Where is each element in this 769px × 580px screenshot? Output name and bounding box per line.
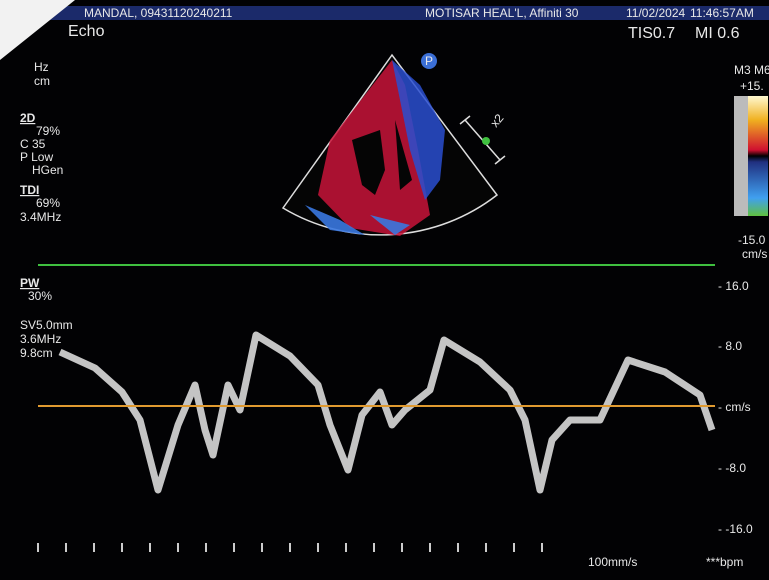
probe-icon: P: [425, 54, 433, 68]
page: MANDAL, 09431120240211 MOTISAR HEAL'L, A…: [0, 0, 769, 580]
left-param: cm: [34, 74, 50, 88]
left-param: Hz: [34, 60, 49, 74]
colorbar-bottom: -15.0: [738, 233, 766, 247]
heart-rate: ***bpm: [706, 555, 743, 569]
tdi-title: TDI: [20, 183, 39, 197]
twod-line: HGen: [32, 163, 63, 177]
mi: MI 0.6: [695, 25, 740, 42]
date: 11/02/2024: [626, 6, 685, 20]
gate-center: [482, 137, 490, 145]
mode: Echo: [68, 23, 105, 40]
pw-title: PW: [20, 276, 40, 290]
pw-line: 3.6MHz: [20, 332, 61, 346]
twod-line: C 35: [20, 137, 46, 151]
velocity-label: - -16.0: [718, 522, 753, 536]
colorbar: [748, 96, 768, 216]
velocity-label: - 8.0: [718, 339, 742, 353]
patient: MANDAL, 09431120240211: [84, 6, 233, 20]
twod-title: 2D: [20, 111, 36, 125]
velocity-label: - cm/s: [718, 400, 751, 414]
tdi-line: 69%: [36, 196, 60, 210]
sweep-speed: 100mm/s: [588, 555, 637, 569]
twod-line: P Low: [20, 150, 53, 164]
pw-line: SV5.0mm: [20, 318, 73, 332]
colorbar-gray: [734, 96, 748, 216]
tis: TIS0.7: [628, 25, 675, 42]
pw-line: 30%: [28, 289, 52, 303]
velocity-label: - -8.0: [718, 461, 746, 475]
twod-line: 79%: [36, 124, 60, 138]
colorbar-unit: cm/s: [742, 247, 767, 261]
pw-line: 9.8cm: [20, 346, 53, 360]
colorbar-title: M3 M6: [734, 63, 769, 77]
time: 11:46:57AM: [690, 6, 754, 20]
ultrasound-screen: MANDAL, 09431120240211 MOTISAR HEAL'L, A…: [0, 0, 769, 580]
tdi-line: 3.4MHz: [20, 210, 61, 224]
institution: MOTISAR HEAL'L, Affiniti 30: [425, 6, 579, 20]
velocity-label: - 16.0: [718, 279, 749, 293]
colorbar-top: +15.: [740, 79, 764, 93]
